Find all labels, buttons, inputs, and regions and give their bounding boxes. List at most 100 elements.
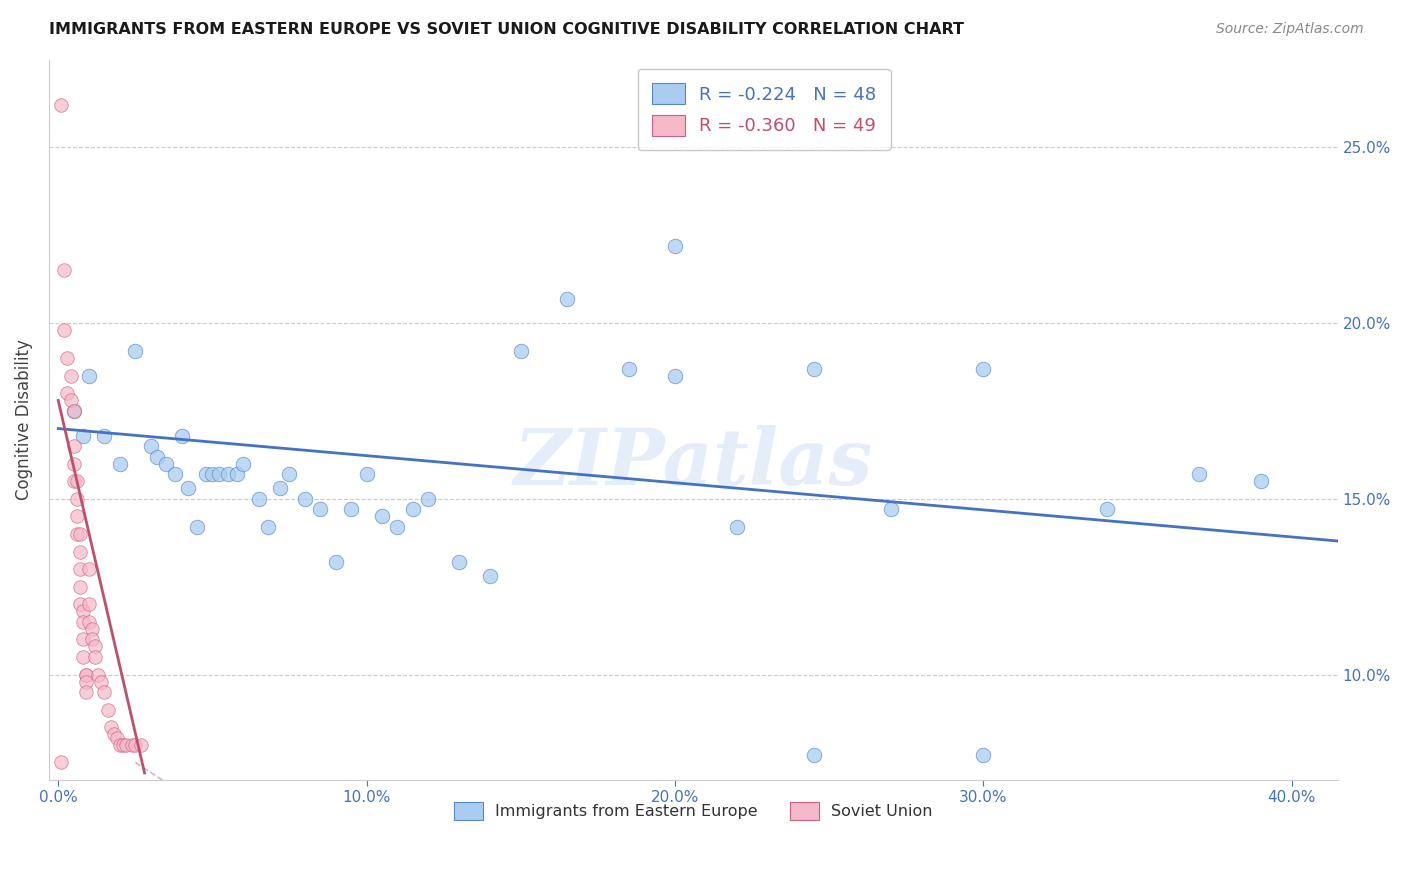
Point (664, 239, 686, 253)
Point (72, 615, 94, 629)
Point (617, 361, 640, 376)
Point (1250, 475, 1272, 489)
Point (77, 368, 100, 383)
Y-axis label: Cognitive Disability: Cognitive Disability (15, 339, 32, 500)
Point (664, 368, 686, 383)
Point (100, 720, 122, 734)
Point (90, 674, 112, 689)
Point (56, 351, 79, 366)
Point (278, 467, 301, 482)
Point (294, 491, 316, 506)
Point (69, 580, 91, 594)
Point (75, 674, 97, 689)
Point (165, 467, 187, 482)
Point (62, 404, 84, 418)
Point (108, 738, 131, 752)
Point (387, 520, 409, 534)
Text: ZIPatlas: ZIPatlas (513, 425, 873, 501)
Point (62, 404, 84, 418)
Point (177, 481, 200, 495)
Point (93, 685, 115, 699)
Point (77, 615, 100, 629)
Point (115, 738, 138, 752)
Point (121, 738, 143, 752)
Point (77, 562, 100, 576)
Point (146, 450, 169, 464)
Point (66, 491, 89, 506)
Point (972, 748, 994, 763)
Point (207, 467, 229, 482)
Point (309, 502, 332, 516)
Point (66, 527, 89, 541)
Point (131, 738, 153, 752)
Point (51, 98, 73, 112)
Point (139, 439, 162, 453)
Point (247, 491, 270, 506)
Point (103, 727, 125, 741)
Point (269, 481, 291, 495)
Point (62, 457, 84, 471)
Point (257, 520, 280, 534)
Point (62, 475, 84, 489)
Point (72, 650, 94, 665)
Point (108, 457, 131, 471)
Point (371, 509, 394, 524)
Point (69, 544, 91, 558)
Point (879, 502, 901, 516)
Point (75, 685, 97, 699)
Point (53, 323, 76, 337)
Point (105, 731, 128, 745)
Point (75, 667, 97, 681)
Legend: Immigrants from Eastern Europe, Soviet Union: Immigrants from Eastern Europe, Soviet U… (447, 796, 939, 826)
Point (82, 622, 104, 636)
Point (93, 428, 115, 442)
Point (59, 393, 82, 408)
Point (217, 467, 239, 482)
Text: Source: ZipAtlas.com: Source: ZipAtlas.com (1216, 22, 1364, 37)
Point (226, 467, 249, 482)
Point (77, 597, 100, 611)
Text: IMMIGRANTS FROM EASTERN EUROPE VS SOVIET UNION COGNITIVE DISABILITY CORRELATION : IMMIGRANTS FROM EASTERN EUROPE VS SOVIET… (49, 22, 965, 37)
Point (87, 667, 110, 681)
Point (340, 502, 363, 516)
Point (124, 738, 146, 752)
Point (84, 640, 107, 654)
Point (111, 738, 134, 752)
Point (1095, 502, 1118, 516)
Point (170, 428, 193, 442)
Point (72, 604, 94, 618)
Point (53, 263, 76, 277)
Point (72, 428, 94, 442)
Point (51, 756, 73, 770)
Point (56, 386, 79, 401)
Point (201, 467, 224, 482)
Point (402, 502, 425, 516)
Point (82, 632, 104, 647)
Point (555, 292, 578, 306)
Point (972, 361, 994, 376)
Point (725, 520, 748, 534)
Point (195, 467, 218, 482)
Point (59, 368, 82, 383)
Point (325, 555, 347, 569)
Point (72, 632, 94, 647)
Point (478, 569, 501, 583)
Point (124, 344, 146, 359)
Point (84, 650, 107, 665)
Point (66, 509, 89, 524)
Point (356, 467, 378, 482)
Point (75, 667, 97, 681)
Point (803, 361, 825, 376)
Point (69, 527, 91, 541)
Point (69, 597, 91, 611)
Point (803, 748, 825, 763)
Point (447, 555, 470, 569)
Point (96, 703, 118, 717)
Point (509, 344, 531, 359)
Point (1188, 467, 1211, 482)
Point (62, 439, 84, 453)
Point (186, 520, 208, 534)
Point (69, 562, 91, 576)
Point (232, 457, 254, 471)
Point (155, 457, 177, 471)
